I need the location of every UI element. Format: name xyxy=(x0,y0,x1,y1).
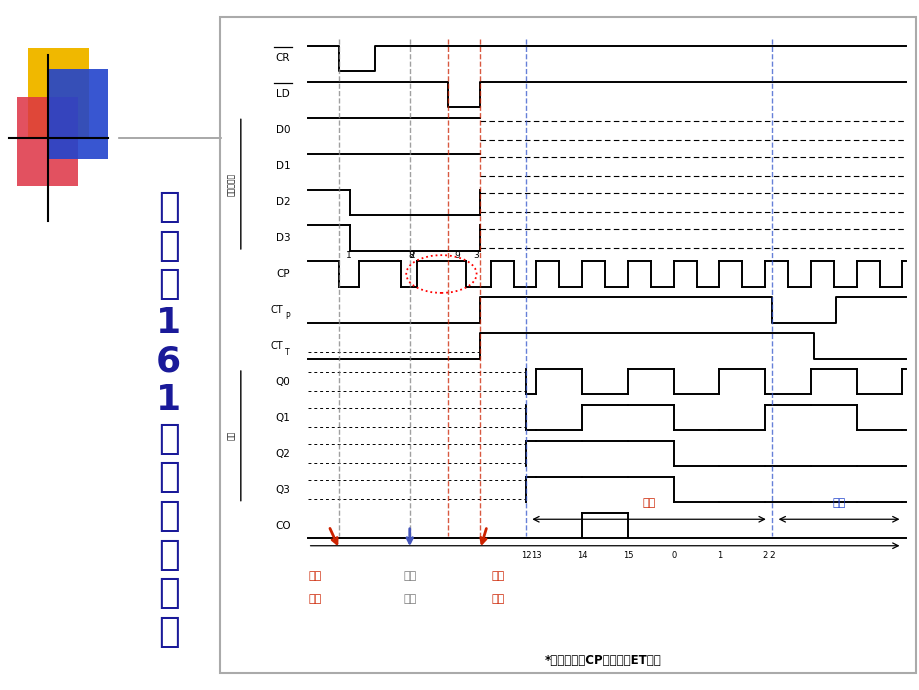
Text: 同步: 同步 xyxy=(403,571,416,581)
Text: CP: CP xyxy=(276,269,289,279)
Text: 15: 15 xyxy=(622,551,632,560)
Text: 1: 1 xyxy=(346,250,352,259)
Text: T: T xyxy=(285,348,289,357)
Bar xyxy=(48,69,108,159)
Text: Q3: Q3 xyxy=(276,485,290,495)
Text: D2: D2 xyxy=(276,197,290,207)
Text: Q1: Q1 xyxy=(276,413,290,423)
Text: 形: 形 xyxy=(158,576,179,611)
Text: 6: 6 xyxy=(156,344,181,379)
Text: CT: CT xyxy=(270,341,283,351)
Text: 2: 2 xyxy=(762,551,767,560)
Text: 同步: 同步 xyxy=(491,571,504,581)
Text: 2: 2 xyxy=(768,551,774,560)
Text: 1: 1 xyxy=(156,306,181,340)
Text: 预置: 预置 xyxy=(491,594,504,604)
Text: 时: 时 xyxy=(158,460,179,495)
Text: 12: 12 xyxy=(520,551,530,560)
Text: 9: 9 xyxy=(454,250,460,259)
Text: 的: 的 xyxy=(158,422,179,456)
Text: *同步预置与CP同步，与ET无关: *同步预置与CP同步，与ET无关 xyxy=(544,654,661,667)
Text: CR: CR xyxy=(276,53,290,63)
Text: D1: D1 xyxy=(276,161,290,171)
Text: 器: 器 xyxy=(158,267,179,302)
Text: （预置数）: （预置数） xyxy=(227,172,236,196)
Bar xyxy=(28,48,88,138)
Text: 清零: 清零 xyxy=(308,594,321,604)
Text: Q2: Q2 xyxy=(276,448,290,459)
Text: Q0: Q0 xyxy=(276,377,290,387)
Text: D3: D3 xyxy=(276,233,290,243)
Text: 序: 序 xyxy=(158,499,179,533)
Text: D0: D0 xyxy=(276,125,290,135)
Text: 14: 14 xyxy=(576,551,587,560)
Text: 1: 1 xyxy=(716,551,721,560)
Text: 计数: 计数 xyxy=(641,498,655,508)
Text: CO: CO xyxy=(275,521,290,531)
Text: P: P xyxy=(285,312,289,321)
Text: 0: 0 xyxy=(670,551,675,560)
Text: 13: 13 xyxy=(530,551,541,560)
Text: 数: 数 xyxy=(158,228,179,263)
Text: 清零: 清零 xyxy=(403,594,416,604)
Text: 波: 波 xyxy=(158,538,179,572)
Text: LD: LD xyxy=(276,89,289,99)
Text: CT: CT xyxy=(270,305,283,315)
Text: 1: 1 xyxy=(156,383,181,417)
Text: 异步: 异步 xyxy=(308,571,321,581)
Text: 3: 3 xyxy=(473,250,479,259)
Text: 输出: 输出 xyxy=(227,431,236,440)
Text: 图: 图 xyxy=(158,615,179,649)
Text: 2: 2 xyxy=(409,250,414,259)
Text: 计: 计 xyxy=(158,190,179,224)
Text: 保持: 保持 xyxy=(832,498,845,508)
Bar xyxy=(17,97,78,186)
Text: 8: 8 xyxy=(408,250,414,259)
